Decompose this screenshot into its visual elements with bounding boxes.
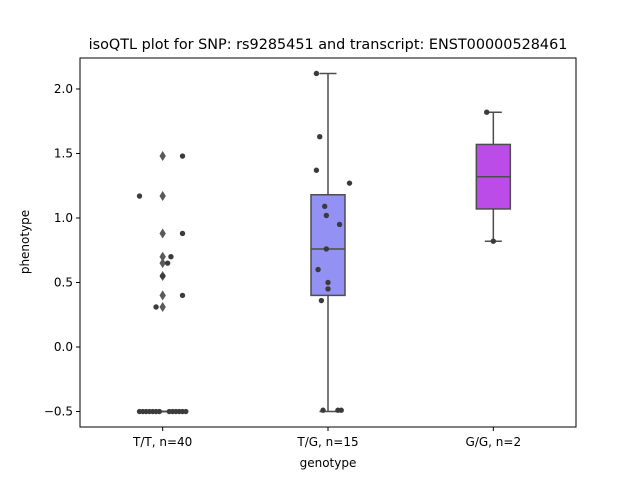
x-tick-label: T/G, n=15 (296, 435, 358, 449)
data-point (159, 273, 166, 279)
outlier-marker (159, 258, 166, 269)
box-iqr (310, 194, 346, 297)
data-point (318, 297, 325, 304)
x-axis-label: genotype (300, 456, 357, 470)
x-tick-label: G/G, n=2 (466, 435, 522, 449)
data-point (315, 266, 321, 273)
data-point (313, 167, 320, 173)
data-point (325, 286, 331, 292)
plot-area (136, 70, 512, 415)
data-point (338, 407, 344, 413)
y-ticks: −0.5 0.0 0.5 1.0 1.5 2.0 (44, 82, 80, 419)
data-point (321, 203, 328, 210)
y-tick-label: 0.5 (54, 275, 73, 289)
data-point (153, 304, 159, 310)
x-tick-label: T/T, n=40 (132, 435, 192, 449)
outlier-marker (159, 302, 166, 313)
data-point (179, 230, 186, 237)
data-point (136, 193, 143, 199)
outlier-marker (159, 228, 166, 239)
outlier-marker (159, 191, 166, 202)
y-tick-label: 1.0 (54, 211, 73, 225)
data-point (183, 408, 189, 415)
chart-title: isoQTL plot for SNP: rs9285451 and trans… (89, 37, 568, 53)
data-point (168, 253, 174, 260)
data-point (317, 134, 323, 140)
y-axis-label: phenotype (18, 210, 32, 274)
y-tick-label: 1.5 (54, 146, 73, 160)
data-point (179, 292, 186, 299)
data-point (325, 279, 331, 286)
data-point (323, 212, 330, 219)
y-tick-label: 2.0 (54, 82, 73, 96)
y-tick-label: 0.0 (54, 340, 73, 354)
data-point (179, 153, 186, 159)
axes: −0.5 0.0 0.5 1.0 1.5 2.0 T/T, n=40 T/G, n=15 G/… (44, 57, 577, 449)
data-point (490, 238, 497, 244)
y-tick-label: −0.5 (44, 405, 73, 419)
outlier-marker (159, 290, 166, 301)
data-point (323, 246, 330, 252)
data-point (484, 109, 490, 115)
outlier-marker (159, 151, 166, 162)
x-ticks: T/T, n=40 T/G, n=15 G/G, n=2 (132, 427, 521, 449)
data-point (313, 70, 320, 77)
data-point (336, 221, 343, 228)
data-point (320, 407, 326, 413)
data-point (156, 408, 163, 415)
outlier-marker (159, 251, 166, 262)
data-point (164, 260, 171, 266)
data-point (346, 180, 353, 186)
